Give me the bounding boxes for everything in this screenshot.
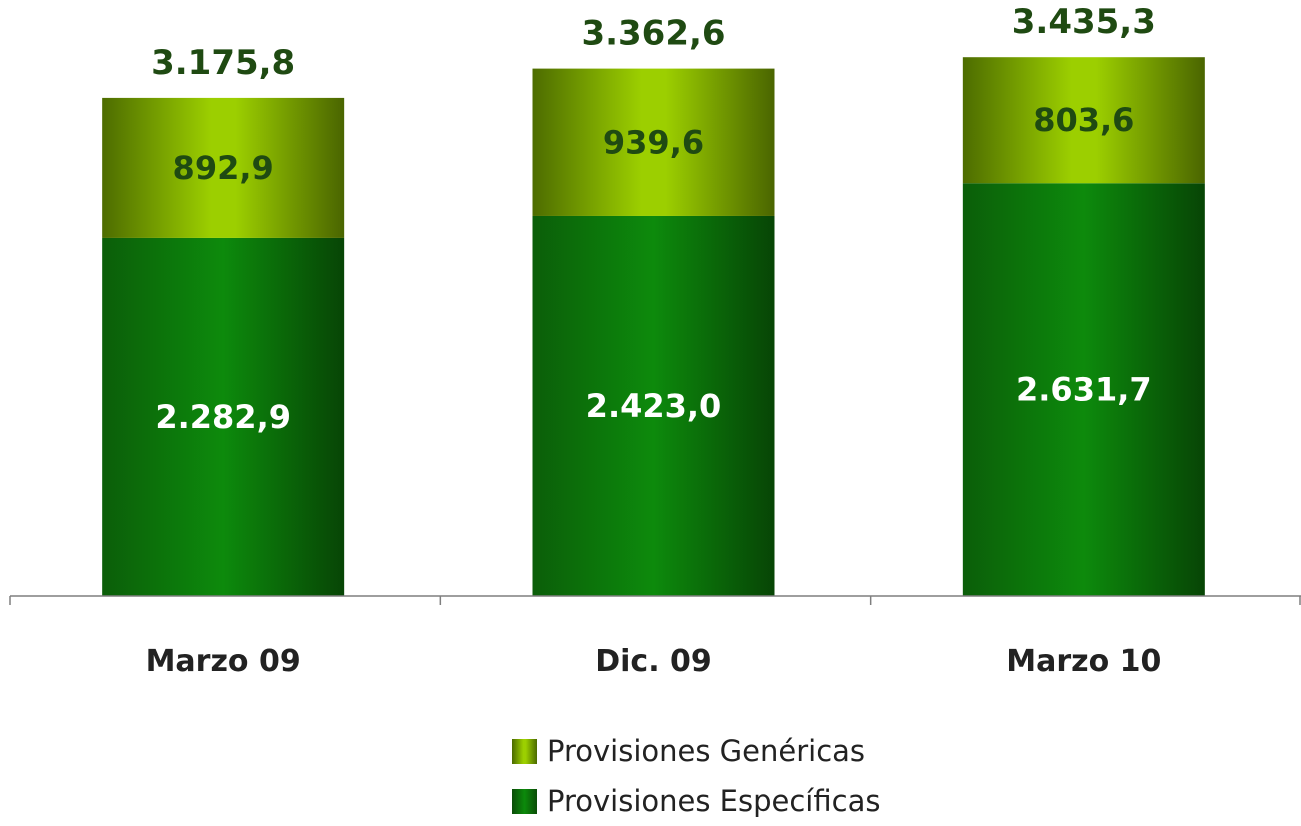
legend: Provisiones Genéricas Provisiones Especí…	[512, 726, 880, 826]
data-label-genericas: 939,6	[603, 123, 704, 161]
legend-label-especificas: Provisiones Específicas	[547, 784, 881, 818]
bar-segment-genericas	[962, 57, 1205, 184]
legend-item-especificas: Provisiones Específicas	[512, 776, 880, 826]
bar-segment-especificas	[532, 215, 775, 597]
bars-group	[102, 57, 1205, 597]
data-label-genericas: 892,9	[173, 149, 274, 187]
bar-segment-especificas	[962, 183, 1205, 596]
data-label-especificas: 2.423,0	[586, 387, 722, 425]
data-label-especificas: 2.282,9	[155, 398, 291, 436]
total-label: 3.362,6	[581, 14, 725, 54]
total-label: 3.435,3	[1012, 2, 1156, 42]
data-label-especificas: 2.631,7	[1016, 371, 1152, 409]
category-label: Dic. 09	[595, 644, 712, 679]
total-label: 3.175,8	[151, 43, 295, 83]
stacked-bar-chart: 2.282,9 892,9 3.175,8 Marzo 09 2.423,0 939,6 3…	[9, 2, 1301, 679]
legend-swatch-especificas	[512, 788, 537, 814]
category-label: Marzo 10	[1006, 644, 1161, 679]
legend-label-genericas: Provisiones Genéricas	[547, 734, 866, 768]
bar-segment-genericas	[102, 97, 345, 238]
bar-segment-genericas	[532, 68, 775, 216]
data-label-genericas: 803,6	[1033, 101, 1134, 139]
legend-swatch-genericas	[512, 738, 537, 764]
category-label: Marzo 09	[146, 644, 301, 679]
bar-segment-especificas	[102, 237, 345, 596]
x-axis	[9, 595, 1301, 605]
labels-group: 2.282,9 892,9 3.175,8 Marzo 09 2.423,0 939,6 3…	[146, 2, 1162, 679]
legend-item-genericas: Provisiones Genéricas	[512, 726, 880, 776]
